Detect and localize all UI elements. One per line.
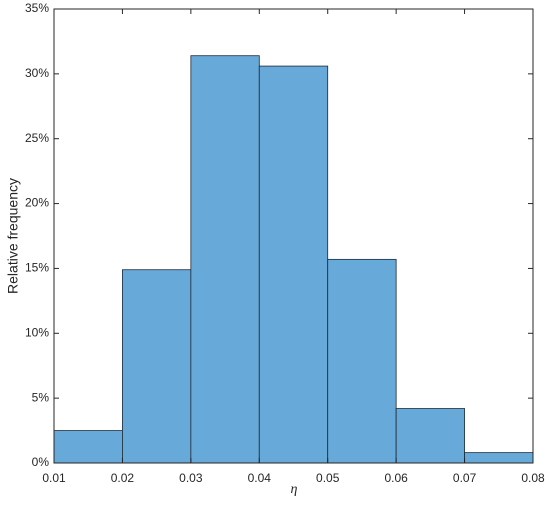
y-tick-label: 15% <box>25 261 49 275</box>
x-tick-label: 0.05 <box>316 471 340 485</box>
y-tick-label: 20% <box>25 196 49 210</box>
x-tick-label: 0.01 <box>42 471 66 485</box>
bar <box>258 65 329 464</box>
bar <box>327 258 397 464</box>
y-tick-label: 35% <box>25 1 49 15</box>
y-tick-label: 25% <box>25 131 49 145</box>
x-tick-label: 0.04 <box>248 471 272 485</box>
y-axis-label: Relative frequency <box>5 178 21 294</box>
bar <box>190 55 260 464</box>
x-axis-label: η <box>291 482 298 497</box>
bar <box>395 408 465 464</box>
x-tick-label: 0.02 <box>111 471 135 485</box>
y-tick-label: 30% <box>25 66 49 80</box>
y-tick-label: 0% <box>32 455 50 469</box>
x-tick-label: 0.06 <box>384 471 408 485</box>
y-tick-label: 10% <box>25 325 49 339</box>
x-tick-label: 0.03 <box>179 471 203 485</box>
x-tick-label: 0.08 <box>521 471 545 485</box>
bar <box>122 269 192 464</box>
bar <box>464 452 534 464</box>
x-tick-label: 0.07 <box>453 471 477 485</box>
y-tick-label: 5% <box>32 390 50 404</box>
bar <box>53 430 123 464</box>
plot-frame <box>53 8 534 464</box>
